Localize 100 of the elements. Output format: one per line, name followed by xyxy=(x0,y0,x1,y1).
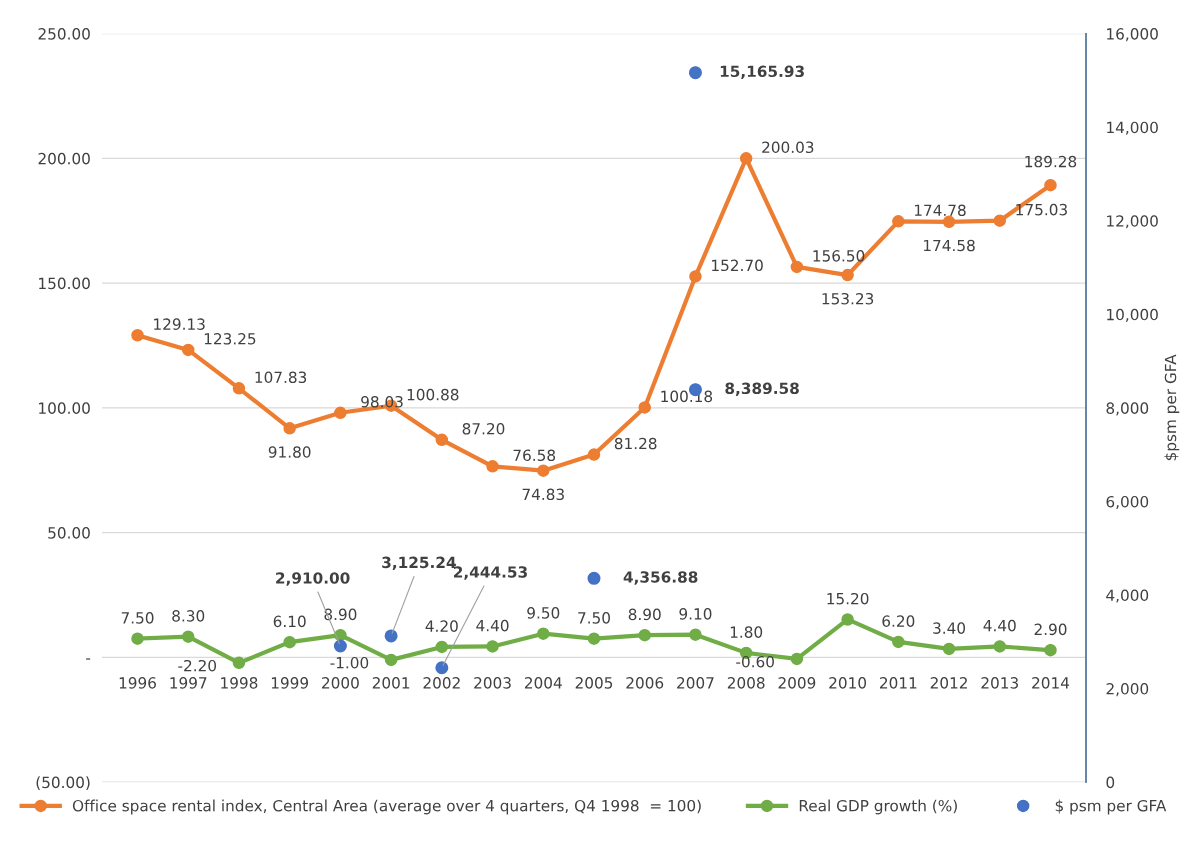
y-tick-label: 250.00 xyxy=(38,28,90,40)
point xyxy=(1044,643,1057,657)
data-label: 189.28 xyxy=(1025,155,1077,168)
data-label: 9.10 xyxy=(679,608,712,620)
data-label: 8.90 xyxy=(628,608,661,621)
point xyxy=(334,406,347,420)
x-tick-label: 2013 xyxy=(981,677,1018,689)
legend-label: $ psm per GFA xyxy=(1055,799,1167,815)
point xyxy=(689,270,702,283)
data-label: 6.10 xyxy=(273,615,306,628)
point xyxy=(689,628,702,641)
legend-label: Office space rental index, Central Area (average over 4 quarters, Q4 1998 = 100) xyxy=(72,799,701,815)
point xyxy=(587,571,601,585)
point xyxy=(739,152,753,165)
point xyxy=(638,628,651,642)
point xyxy=(232,656,246,670)
data-label: 1.80 xyxy=(730,626,763,638)
data-label: 3,125.24 xyxy=(382,556,456,571)
point xyxy=(587,448,601,461)
data-label: 8.30 xyxy=(172,610,205,622)
point xyxy=(537,627,550,640)
data-label: -2.20 xyxy=(178,659,217,672)
data-label: 4.20 xyxy=(425,620,458,632)
data-label: 153.23 xyxy=(822,292,874,305)
data-label: 4,356.88 xyxy=(623,571,698,585)
point xyxy=(435,661,449,675)
x-tick-label: 2014 xyxy=(1032,677,1070,689)
x-tick-label: 1998 xyxy=(221,677,258,689)
point xyxy=(181,630,195,643)
point xyxy=(841,268,854,282)
point xyxy=(892,635,905,649)
x-tick-label: 2001 xyxy=(372,677,410,689)
y-tick-label: (50.00) xyxy=(36,776,90,790)
point xyxy=(993,214,1007,227)
point xyxy=(435,640,449,654)
data-label: 2,444.53 xyxy=(453,566,527,580)
y2-axis-title: $psm per GFA xyxy=(1164,354,1180,461)
point xyxy=(131,632,144,645)
data-label: 6.20 xyxy=(882,615,915,627)
x-tick-label: 1997 xyxy=(170,677,207,689)
y2-tick-label: 16,000 xyxy=(1107,28,1158,42)
x-tick-label: 2002 xyxy=(423,677,460,689)
data-label: 174.78 xyxy=(914,204,966,217)
point xyxy=(384,653,398,667)
y2-tick-label: 10,000 xyxy=(1107,308,1158,322)
y-tick-label: 100.00 xyxy=(39,402,90,414)
point xyxy=(486,640,499,653)
data-label: 175.03 xyxy=(1016,203,1067,216)
data-label: 4.40 xyxy=(983,619,1016,632)
x-tick-label: 2003 xyxy=(474,677,511,689)
data-label: 87.20 xyxy=(462,422,505,435)
point xyxy=(333,639,347,653)
point xyxy=(181,343,195,357)
point xyxy=(435,433,449,447)
data-label: 3.40 xyxy=(933,622,966,634)
data-label: 107.83 xyxy=(255,371,307,384)
data-label: 100.88 xyxy=(407,388,459,401)
legend-label: Real GDP growth (%) xyxy=(799,799,957,815)
y2-tick-label: 14,000 xyxy=(1107,121,1158,135)
point xyxy=(790,260,804,274)
point xyxy=(688,66,702,80)
point xyxy=(942,642,956,656)
data-label: -1.00 xyxy=(330,656,369,669)
x-tick-label: 2010 xyxy=(829,677,867,689)
point xyxy=(942,215,956,229)
data-label: 81.28 xyxy=(614,437,657,450)
x-tick-label: 1996 xyxy=(119,677,156,689)
point xyxy=(841,613,854,626)
x-tick-label: 1999 xyxy=(271,677,309,689)
x-tick-label: 2000 xyxy=(322,677,359,689)
point xyxy=(384,629,398,643)
y2-tick-label: 2,000 xyxy=(1106,683,1149,697)
data-label: 15.20 xyxy=(827,592,869,605)
y-tick-label: 150.00 xyxy=(39,277,90,290)
data-label: 174.58 xyxy=(924,239,975,252)
data-label: 129.13 xyxy=(154,318,205,330)
point xyxy=(993,640,1007,653)
x-tick-label: 2005 xyxy=(575,677,613,689)
x-tick-label: 2008 xyxy=(727,677,765,689)
point xyxy=(892,215,905,228)
y2-tick-label: 8,000 xyxy=(1106,402,1149,416)
point xyxy=(790,652,804,666)
data-label: 2.90 xyxy=(1034,623,1067,636)
y2-tick-label: 4,000 xyxy=(1106,589,1149,603)
y-tick-label: 200.00 xyxy=(38,152,90,165)
data-label: 8,389.58 xyxy=(725,382,799,397)
data-label: 74.83 xyxy=(522,488,564,501)
x-tick-label: 2009 xyxy=(778,677,816,689)
data-label: 156.50 xyxy=(813,250,865,262)
point xyxy=(131,328,144,342)
data-label: 76.58 xyxy=(513,449,556,462)
x-tick-label: 2012 xyxy=(930,677,967,689)
data-label: 7.50 xyxy=(578,612,610,624)
x-tick-label: 2006 xyxy=(626,677,664,689)
point xyxy=(537,464,550,477)
point xyxy=(1044,178,1057,192)
data-label: 91.80 xyxy=(268,446,311,458)
point xyxy=(232,382,246,395)
y2-tick-label: 12,000 xyxy=(1107,215,1158,229)
data-label: 7.50 xyxy=(121,612,154,624)
